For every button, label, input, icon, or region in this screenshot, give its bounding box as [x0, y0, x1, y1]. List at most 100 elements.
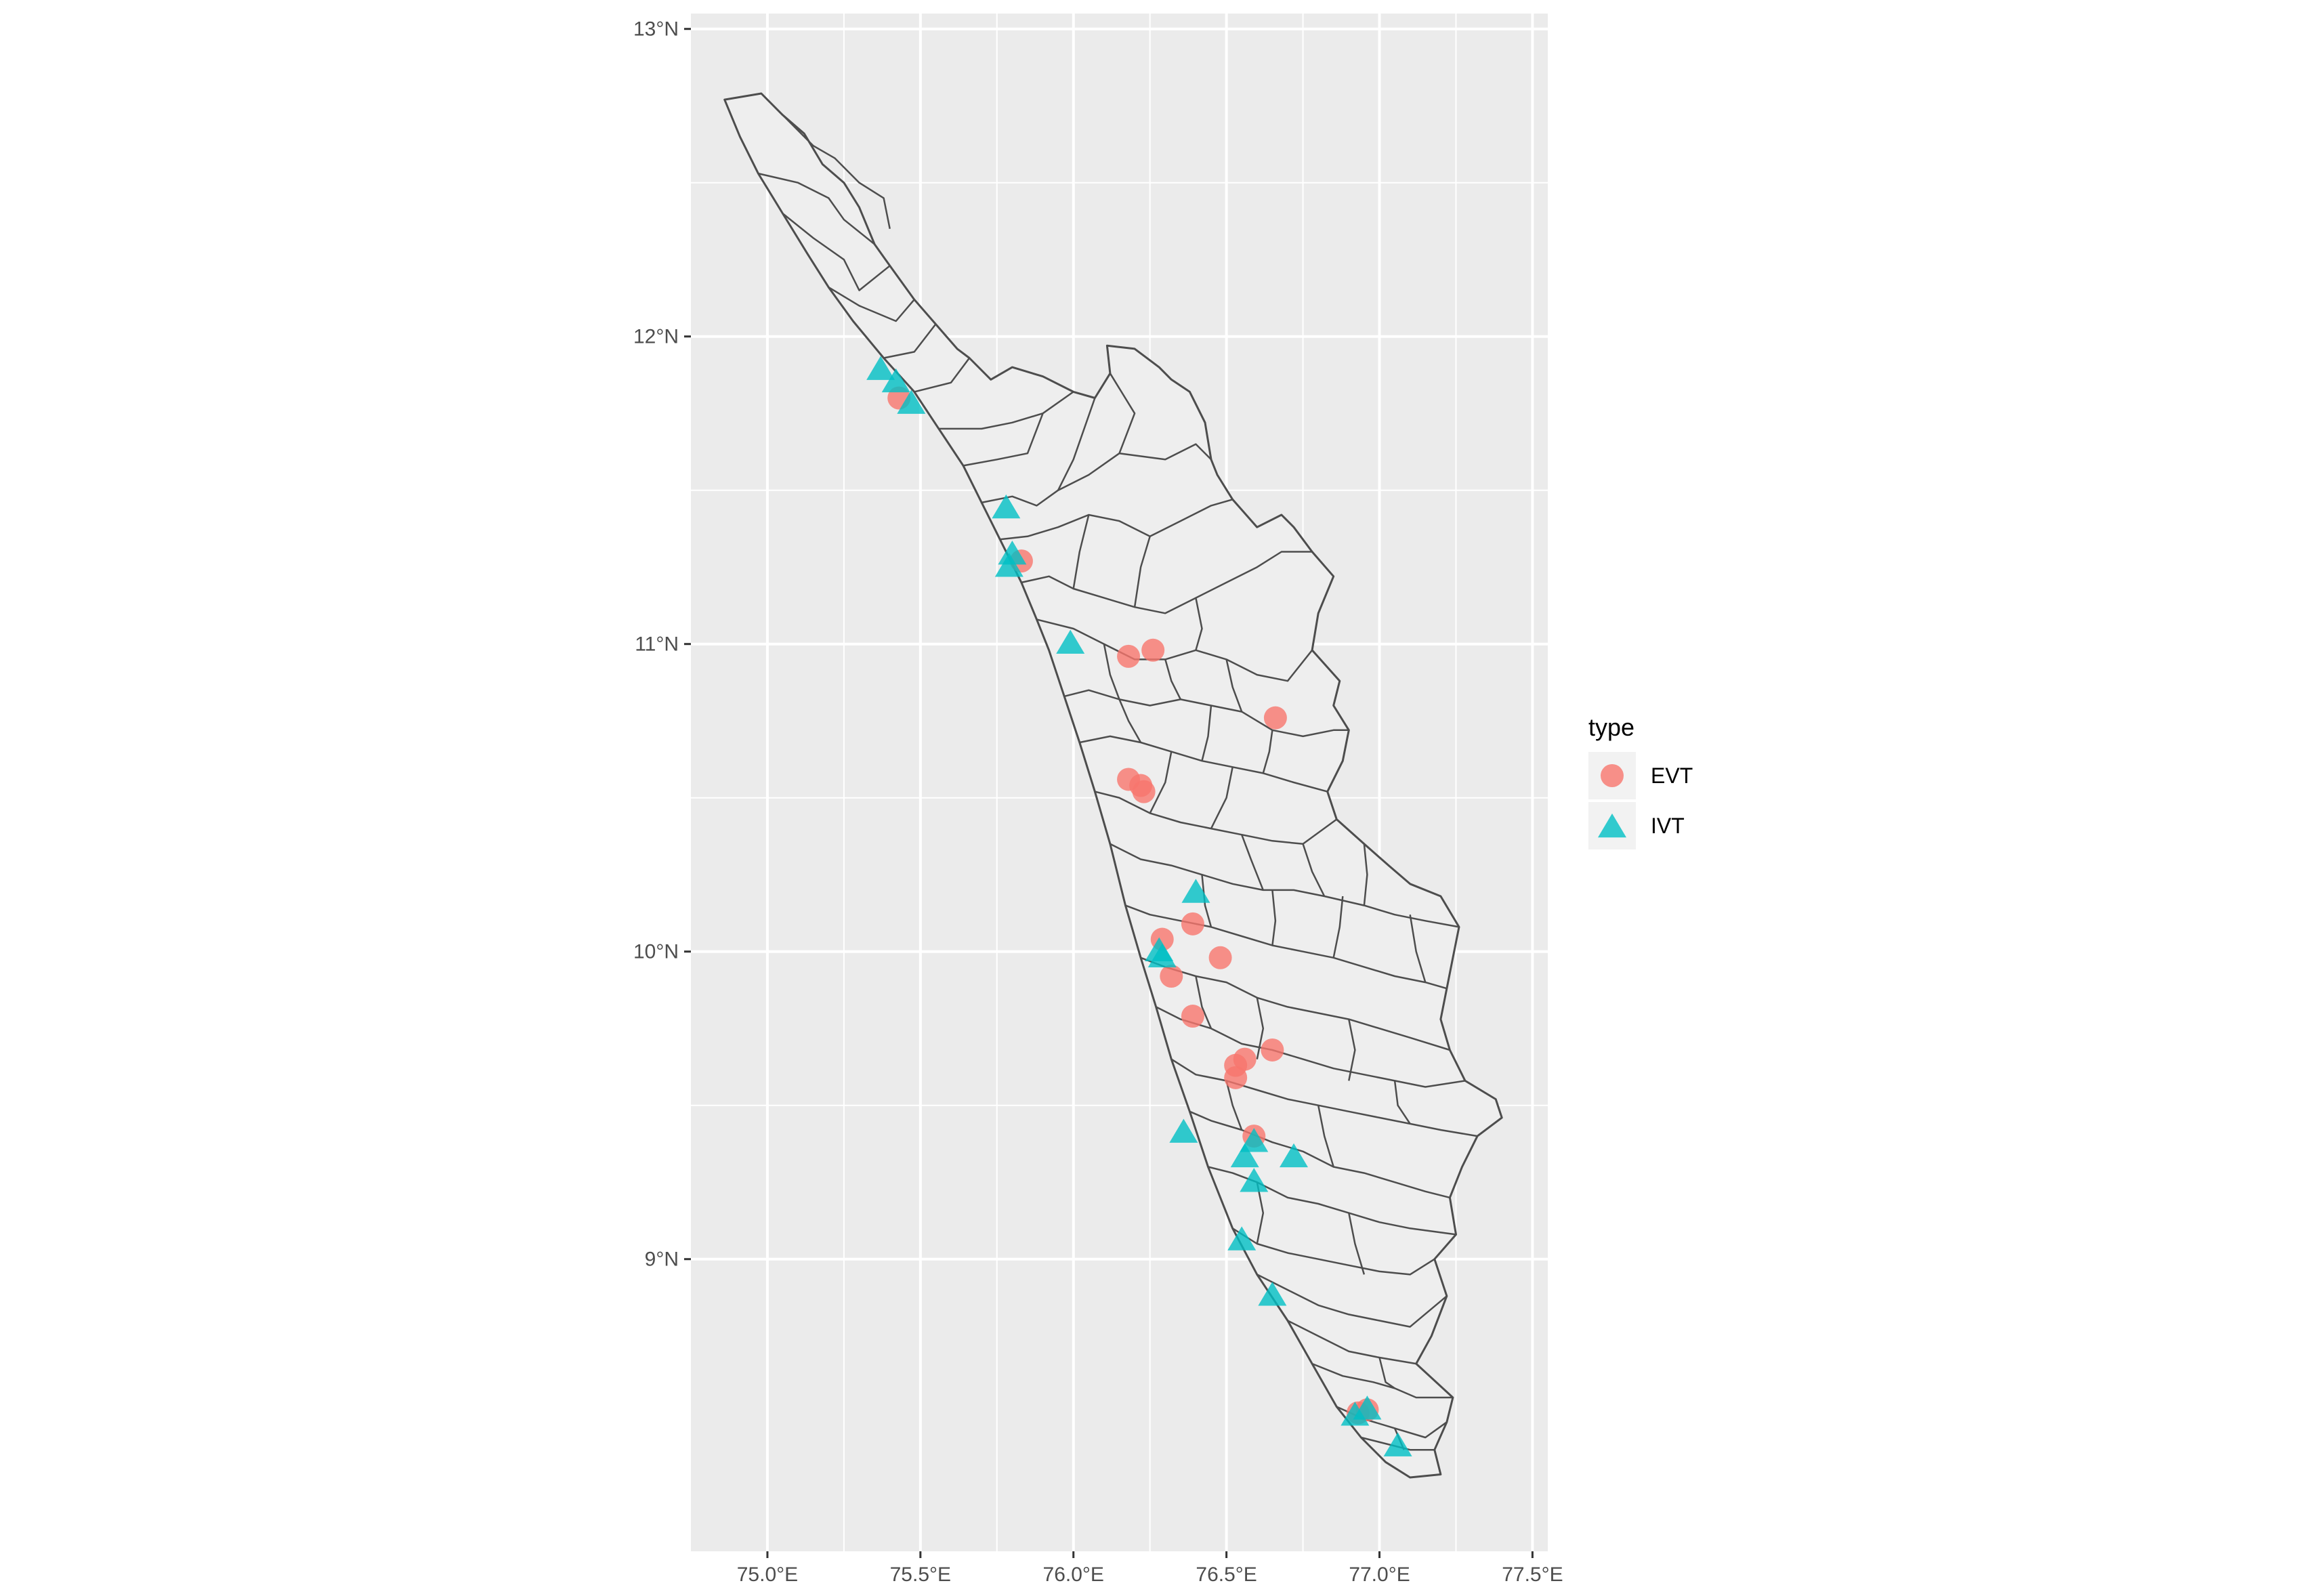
district-boundary	[1271, 889, 1277, 946]
district-boundary	[1378, 1357, 1395, 1389]
evt-point	[1141, 638, 1165, 662]
district-boundary	[914, 357, 971, 393]
district-boundary	[1201, 875, 1212, 927]
axes: 75.0°E 75.5°E 76.0°E 76.5°E 77.0°E 77.5°E 9°N 1…	[633, 18, 1563, 1586]
district-boundary	[1257, 1274, 1448, 1328]
legend-title: type	[1588, 713, 1634, 741]
district-boundary	[1348, 1213, 1366, 1275]
district-boundary	[1195, 597, 1203, 651]
ivt-point	[998, 540, 1027, 565]
ivt-point	[1240, 1128, 1269, 1152]
legend-ivt-triangle	[1598, 813, 1626, 838]
ivt-point	[1169, 1118, 1198, 1143]
district-boundary	[1256, 1181, 1265, 1244]
evt-point	[1233, 1047, 1257, 1071]
district-boundary	[1140, 957, 1450, 1051]
district-boundary	[1317, 1105, 1334, 1167]
district-boundary	[1332, 896, 1344, 959]
evt-point	[1117, 644, 1141, 668]
ivt-point	[1341, 1402, 1370, 1426]
ivt-point	[1353, 1395, 1382, 1420]
district-boundary	[1287, 1320, 1416, 1365]
district-boundary	[1262, 730, 1273, 774]
evt-point	[1181, 912, 1204, 936]
ivt-point	[1181, 879, 1210, 903]
ivt-point	[1147, 943, 1177, 968]
district-boundary	[1118, 698, 1142, 743]
district-boundary	[1036, 618, 1313, 682]
district-boundary	[1195, 975, 1212, 1029]
district-boundary	[1393, 1080, 1411, 1125]
ivt-point	[1280, 1143, 1309, 1168]
ivt-point	[897, 390, 926, 414]
district-boundary	[1232, 1227, 1435, 1276]
district-boundary	[1021, 551, 1313, 614]
ivt-point	[1056, 629, 1085, 654]
legend-label: IVT	[1651, 814, 1685, 838]
evt-point	[1261, 1038, 1284, 1062]
district-boundary	[1110, 843, 1460, 928]
legend-evt-circle	[1601, 764, 1624, 787]
district-boundary	[758, 172, 875, 245]
district-boundary	[1119, 443, 1212, 461]
ivt-point	[994, 553, 1023, 577]
y-tick-label: 11°N	[635, 633, 679, 656]
district-boundary	[1103, 644, 1120, 700]
district-boundary	[1201, 705, 1212, 761]
evt-point	[1208, 946, 1232, 969]
district-boundary	[1363, 843, 1368, 906]
evt-point	[1224, 1066, 1248, 1089]
district-boundary	[1302, 843, 1326, 897]
x-tick-label: 76.5°E	[1196, 1563, 1257, 1586]
district-boundary	[1348, 1019, 1356, 1081]
evt-point	[1160, 965, 1183, 988]
x-tick-label: 76.0°E	[1043, 1563, 1104, 1586]
district-boundary	[1208, 1166, 1456, 1236]
y-tick-label: 13°N	[633, 18, 679, 41]
district-boundary	[963, 413, 1044, 467]
district-boundary	[1057, 398, 1096, 491]
ivt-point	[1230, 1143, 1259, 1168]
ivt-point	[881, 368, 910, 393]
district-boundary	[981, 373, 1136, 507]
ivt-point	[1258, 1282, 1287, 1306]
district-boundary	[883, 323, 937, 359]
ivt-point	[866, 356, 895, 380]
district-boundary	[1241, 834, 1264, 891]
x-tick-label: 77.5°E	[1502, 1563, 1563, 1586]
evt-point	[1263, 706, 1287, 730]
legend: type EVT IVT	[1588, 713, 1693, 849]
evt-point	[1132, 780, 1156, 803]
district-boundary	[828, 287, 915, 322]
kerala-district-boundaries	[723, 92, 1503, 1479]
district-boundary	[1156, 1006, 1466, 1088]
district-boundary	[1133, 536, 1151, 608]
data-points	[866, 356, 1412, 1456]
district-boundary	[1210, 767, 1233, 829]
x-tick-label: 75.5°E	[890, 1563, 951, 1586]
district-boundary	[1149, 751, 1173, 814]
district-boundary	[782, 213, 891, 291]
ivt-point	[1383, 1432, 1412, 1456]
district-boundary	[1256, 997, 1265, 1059]
ivt-point	[1227, 1226, 1257, 1251]
district-boundary	[1225, 659, 1243, 713]
district-boundary	[1311, 1362, 1453, 1399]
district-boundary	[1000, 499, 1233, 541]
y-tick-label: 9°N	[645, 1248, 679, 1271]
district-boundary	[1164, 659, 1182, 700]
legend-label: EVT	[1651, 763, 1693, 788]
district-boundary	[1072, 514, 1090, 589]
district-boundary	[1225, 1080, 1243, 1131]
evt-point	[1181, 1005, 1204, 1028]
district-boundary	[782, 114, 891, 230]
district-boundary	[1189, 1110, 1450, 1199]
y-tick-label: 10°N	[633, 941, 679, 963]
district-boundary	[1125, 904, 1448, 990]
y-tick-label: 12°N	[633, 326, 679, 348]
district-boundary	[1409, 914, 1427, 983]
district-boundary	[938, 391, 1074, 430]
ivt-point	[1240, 1168, 1269, 1192]
ivt-point	[992, 494, 1021, 519]
